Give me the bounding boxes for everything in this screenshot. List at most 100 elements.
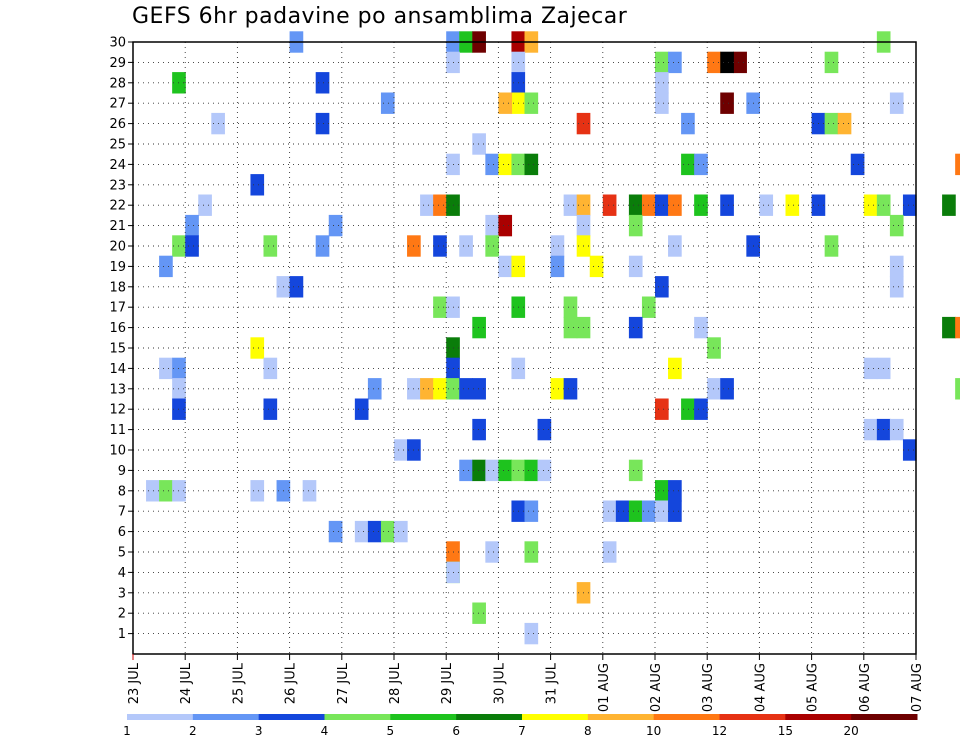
heatmap-cell: [759, 194, 774, 216]
heatmap-cell: [472, 133, 486, 155]
heatmap-cell: [433, 194, 447, 216]
heatmap-cell: [524, 622, 539, 645]
heatmap-cell: [394, 520, 408, 543]
y-tick-label: 30: [109, 36, 126, 51]
x-tick-label: 05 AUG: [806, 663, 821, 712]
colorbar-label: 5: [387, 724, 395, 738]
heatmap-cell: [524, 92, 539, 114]
heatmap-cells: [146, 31, 960, 645]
y-tick-label: 23: [109, 178, 126, 193]
colorbar-swatch: [192, 714, 260, 720]
y-tick-label: 19: [109, 260, 126, 275]
chart-title: GEFS 6hr padavine po ansamblima Zajecar: [132, 4, 628, 29]
heatmap-cell: [498, 92, 513, 114]
heatmap-cell: [668, 235, 682, 257]
heatmap-cell: [354, 398, 369, 420]
x-tick-label: 27 JUL: [336, 662, 351, 704]
heatmap-cell: [159, 480, 173, 502]
heatmap-cell: [485, 214, 499, 237]
y-tick-label: 24: [109, 158, 126, 173]
y-tick-label: 16: [109, 321, 126, 336]
heatmap-cell: [524, 459, 539, 482]
heatmap-cell: [681, 153, 695, 176]
colorbar-label: 20: [844, 724, 859, 738]
heatmap-cell: [889, 418, 904, 441]
heatmap-cell: [942, 194, 956, 216]
heatmap-cell: [655, 398, 669, 420]
x-tick-label: 30 JUL: [492, 662, 507, 704]
heatmap-cell: [720, 378, 734, 400]
x-tick-label: 07 AUG: [910, 663, 925, 712]
heatmap-cell: [550, 235, 565, 257]
heatmap-cell: [837, 112, 852, 135]
heatmap-cell: [628, 214, 643, 237]
colorbar-swatch: [390, 714, 457, 720]
colorbar-label: 2: [189, 724, 197, 738]
heatmap-cell: [263, 398, 278, 420]
heatmap-cell: [485, 459, 499, 482]
heatmap-cell: [498, 153, 513, 176]
colorbar-label: 6: [452, 724, 460, 738]
heatmap-cell: [472, 316, 486, 339]
heatmap-cell: [668, 357, 682, 380]
heatmap-cell: [537, 459, 552, 482]
y-tick-label: 20: [109, 240, 126, 255]
heatmap-cell: [681, 398, 695, 420]
heatmap-cell: [615, 500, 630, 522]
heatmap-cell: [850, 153, 865, 176]
heatmap-cell: [668, 480, 682, 502]
heatmap-cell: [263, 235, 278, 257]
heatmap-cell: [250, 480, 265, 502]
heatmap-cell: [655, 500, 669, 522]
heatmap-cell: [720, 51, 734, 74]
colorbar-label: 1: [123, 724, 131, 738]
heatmap-cell: [459, 235, 473, 257]
heatmap-cell: [668, 500, 682, 522]
x-tick-label: 01 AUG: [597, 663, 612, 712]
heatmap-cell: [889, 214, 904, 237]
heatmap-cell: [472, 602, 486, 624]
y-tick-label: 10: [109, 444, 126, 459]
heatmap-cell: [315, 72, 330, 94]
heatmap-cell: [498, 214, 513, 237]
heatmap-cell: [824, 51, 839, 74]
heatmap-cell: [628, 500, 643, 522]
heatmap-cell: [889, 92, 904, 114]
heatmap-cell: [902, 194, 917, 216]
heatmap-cell: [472, 459, 486, 482]
heatmap-cell: [942, 316, 956, 339]
heatmap-cell: [824, 235, 839, 257]
y-tick-label: 22: [109, 199, 126, 214]
x-tick-label: 06 AUG: [858, 663, 873, 712]
heatmap-cell: [655, 276, 669, 298]
y-axis: 1234567891011121314151617181920212223242…: [109, 36, 133, 642]
colorbar-swatch: [587, 714, 655, 720]
heatmap-cell: [159, 255, 173, 278]
x-tick-label: 29 JUL: [440, 662, 455, 704]
heatmap-cell: [263, 357, 278, 380]
heatmap-cell: [250, 337, 265, 359]
x-tick-label: 31 JUL: [545, 662, 560, 704]
x-tick-label: 26 JUL: [284, 662, 299, 704]
heatmap-cell: [250, 174, 265, 196]
heatmap-cell: [394, 439, 408, 461]
grid-lines: [133, 41, 916, 654]
colorbar-swatch: [127, 714, 194, 720]
heatmap-cell: [485, 541, 499, 563]
heatmap-cell: [354, 520, 369, 543]
y-tick-label: 27: [109, 97, 126, 112]
heatmap-cell: [889, 255, 904, 278]
colorbar: 1 2 3 4 5 6 7 8 10 12 15 20: [123, 714, 918, 738]
heatmap-cell: [498, 255, 513, 278]
y-tick-label: 13: [109, 382, 126, 397]
x-tick-label: 04 AUG: [753, 663, 768, 712]
y-tick-label: 7: [118, 505, 126, 520]
heatmap-cell: [328, 520, 343, 543]
y-tick-label: 8: [118, 484, 126, 499]
heatmap-cell: [563, 378, 578, 400]
heatmap-cell: [720, 92, 734, 114]
heatmap-cell: [694, 194, 708, 216]
heatmap-cell: [707, 337, 721, 359]
y-tick-label: 9: [118, 464, 126, 479]
y-tick-label: 1: [118, 627, 126, 642]
